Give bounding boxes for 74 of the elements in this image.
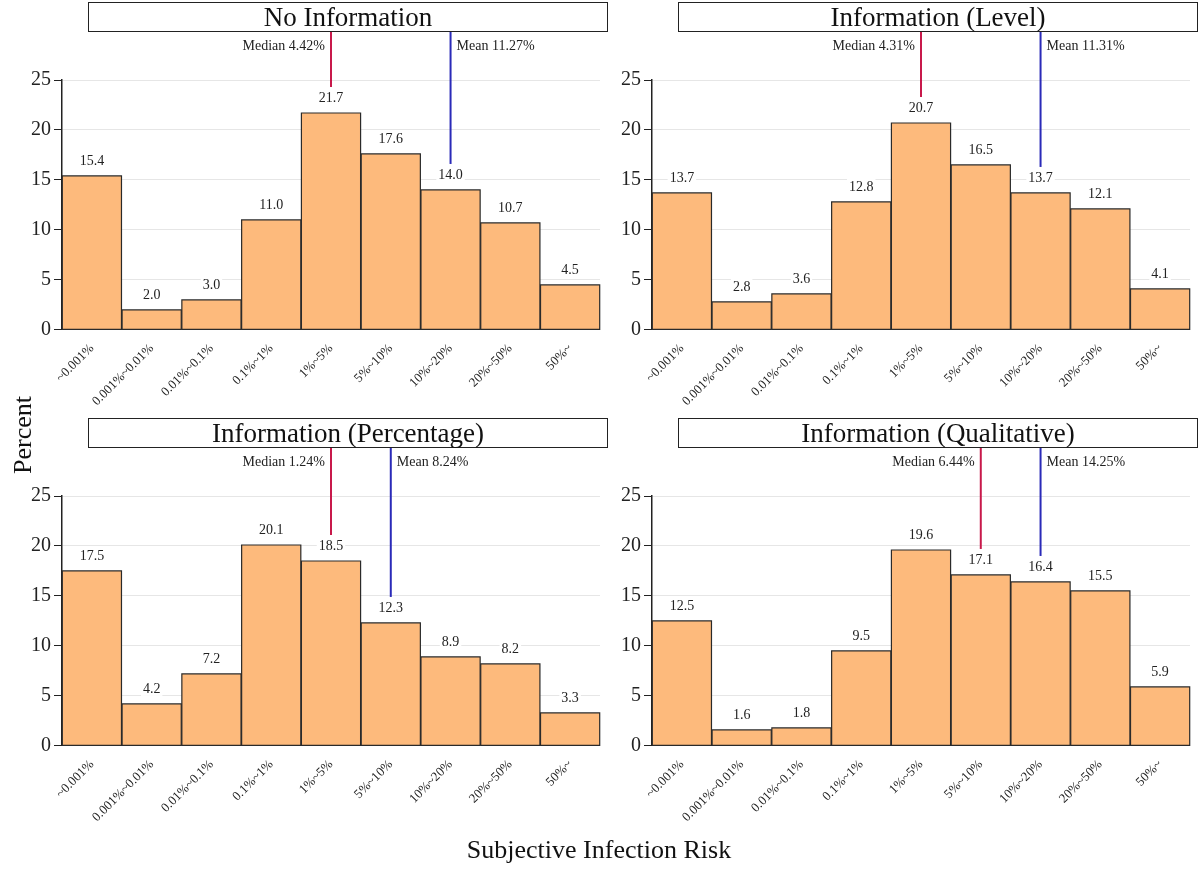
- data-label: 17.6: [378, 130, 404, 146]
- ref-line-label: Median 4.31%: [832, 37, 916, 53]
- y-tick-label: 25: [31, 67, 51, 90]
- data-label: 17.1: [968, 551, 994, 567]
- data-label: 3.6: [792, 270, 811, 286]
- y-tick-label: 25: [621, 483, 641, 506]
- data-label: 18.5: [318, 537, 344, 553]
- y-axis-title: Percent: [7, 396, 38, 474]
- data-label: 16.5: [968, 141, 994, 157]
- data-label: 20.7: [908, 99, 934, 115]
- data-label: 15.4: [79, 152, 105, 168]
- y-tick-label: 15: [621, 167, 641, 190]
- data-label: 12.5: [669, 597, 695, 613]
- y-tick-label: 10: [31, 633, 51, 656]
- data-label: 19.6: [908, 526, 934, 542]
- y-tick-label: 25: [31, 483, 51, 506]
- y-tick-label: 5: [41, 267, 51, 290]
- data-label: 9.5: [852, 627, 870, 643]
- data-label: 16.4: [1028, 558, 1053, 574]
- y-tick-label: 0: [631, 733, 641, 756]
- data-label: 3.0: [202, 276, 221, 292]
- data-label: 13.7: [669, 169, 695, 185]
- data-label: 8.2: [501, 640, 520, 656]
- ref-line-label: Median 4.42%: [242, 37, 326, 53]
- y-tick-label: 15: [31, 583, 51, 606]
- chart-title: Information (Level): [678, 2, 1198, 32]
- y-tick-label: 0: [631, 317, 641, 340]
- x-axis-title: Subjective Infection Risk: [465, 835, 733, 865]
- y-tick-label: 20: [621, 533, 641, 556]
- data-label: 14.0: [438, 166, 463, 182]
- data-label: 20.1: [258, 521, 284, 537]
- data-label: 5.9: [1151, 663, 1169, 679]
- ref-line-label: Mean 8.24%: [396, 453, 469, 469]
- data-label: 21.7: [318, 89, 344, 105]
- y-tick-label: 5: [631, 683, 641, 706]
- ref-line-label: Median 6.44%: [892, 453, 976, 469]
- y-tick-label: 15: [621, 583, 641, 606]
- ref-line-label: Median 1.24%: [242, 453, 326, 469]
- data-label: 17.5: [79, 547, 105, 563]
- y-tick-label: 5: [631, 267, 641, 290]
- ref-line-label: Mean 14.25%: [1046, 453, 1126, 469]
- data-label: 12.3: [378, 599, 404, 615]
- y-tick-label: 20: [621, 117, 641, 140]
- y-tick-label: 10: [31, 217, 51, 240]
- chart-title: Information (Percentage): [88, 418, 608, 448]
- y-tick-label: 5: [41, 683, 51, 706]
- y-tick-label: 10: [621, 633, 641, 656]
- data-label: 3.3: [561, 689, 579, 705]
- data-label: 12.8: [848, 178, 874, 194]
- data-label: 7.2: [202, 650, 221, 666]
- y-tick-label: 0: [41, 317, 51, 340]
- chart-title: Information (Qualitative): [678, 418, 1198, 448]
- data-label: 8.9: [441, 633, 460, 649]
- y-tick-label: 25: [621, 67, 641, 90]
- data-label: 15.5: [1088, 567, 1113, 583]
- data-label: 11.0: [259, 196, 284, 212]
- chart-title: No Information: [88, 2, 608, 32]
- data-label: 10.7: [498, 199, 523, 215]
- y-tick-label: 0: [41, 733, 51, 756]
- data-label: 4.2: [142, 680, 161, 696]
- y-tick-label: 20: [31, 533, 51, 556]
- y-tick-label: 20: [31, 117, 51, 140]
- data-label: 2.8: [732, 278, 751, 294]
- data-label: 1.6: [732, 706, 751, 722]
- data-label: 4.5: [561, 261, 579, 277]
- data-label: 13.7: [1028, 169, 1053, 185]
- data-label: 4.1: [1151, 265, 1169, 281]
- data-label: 1.8: [792, 704, 811, 720]
- ref-line-label: Mean 11.27%: [456, 37, 535, 53]
- ref-line-label: Mean 11.31%: [1046, 37, 1125, 53]
- y-tick-label: 15: [31, 167, 51, 190]
- data-label: 2.0: [142, 286, 161, 302]
- y-tick-label: 10: [621, 217, 641, 240]
- data-label: 12.1: [1088, 185, 1113, 201]
